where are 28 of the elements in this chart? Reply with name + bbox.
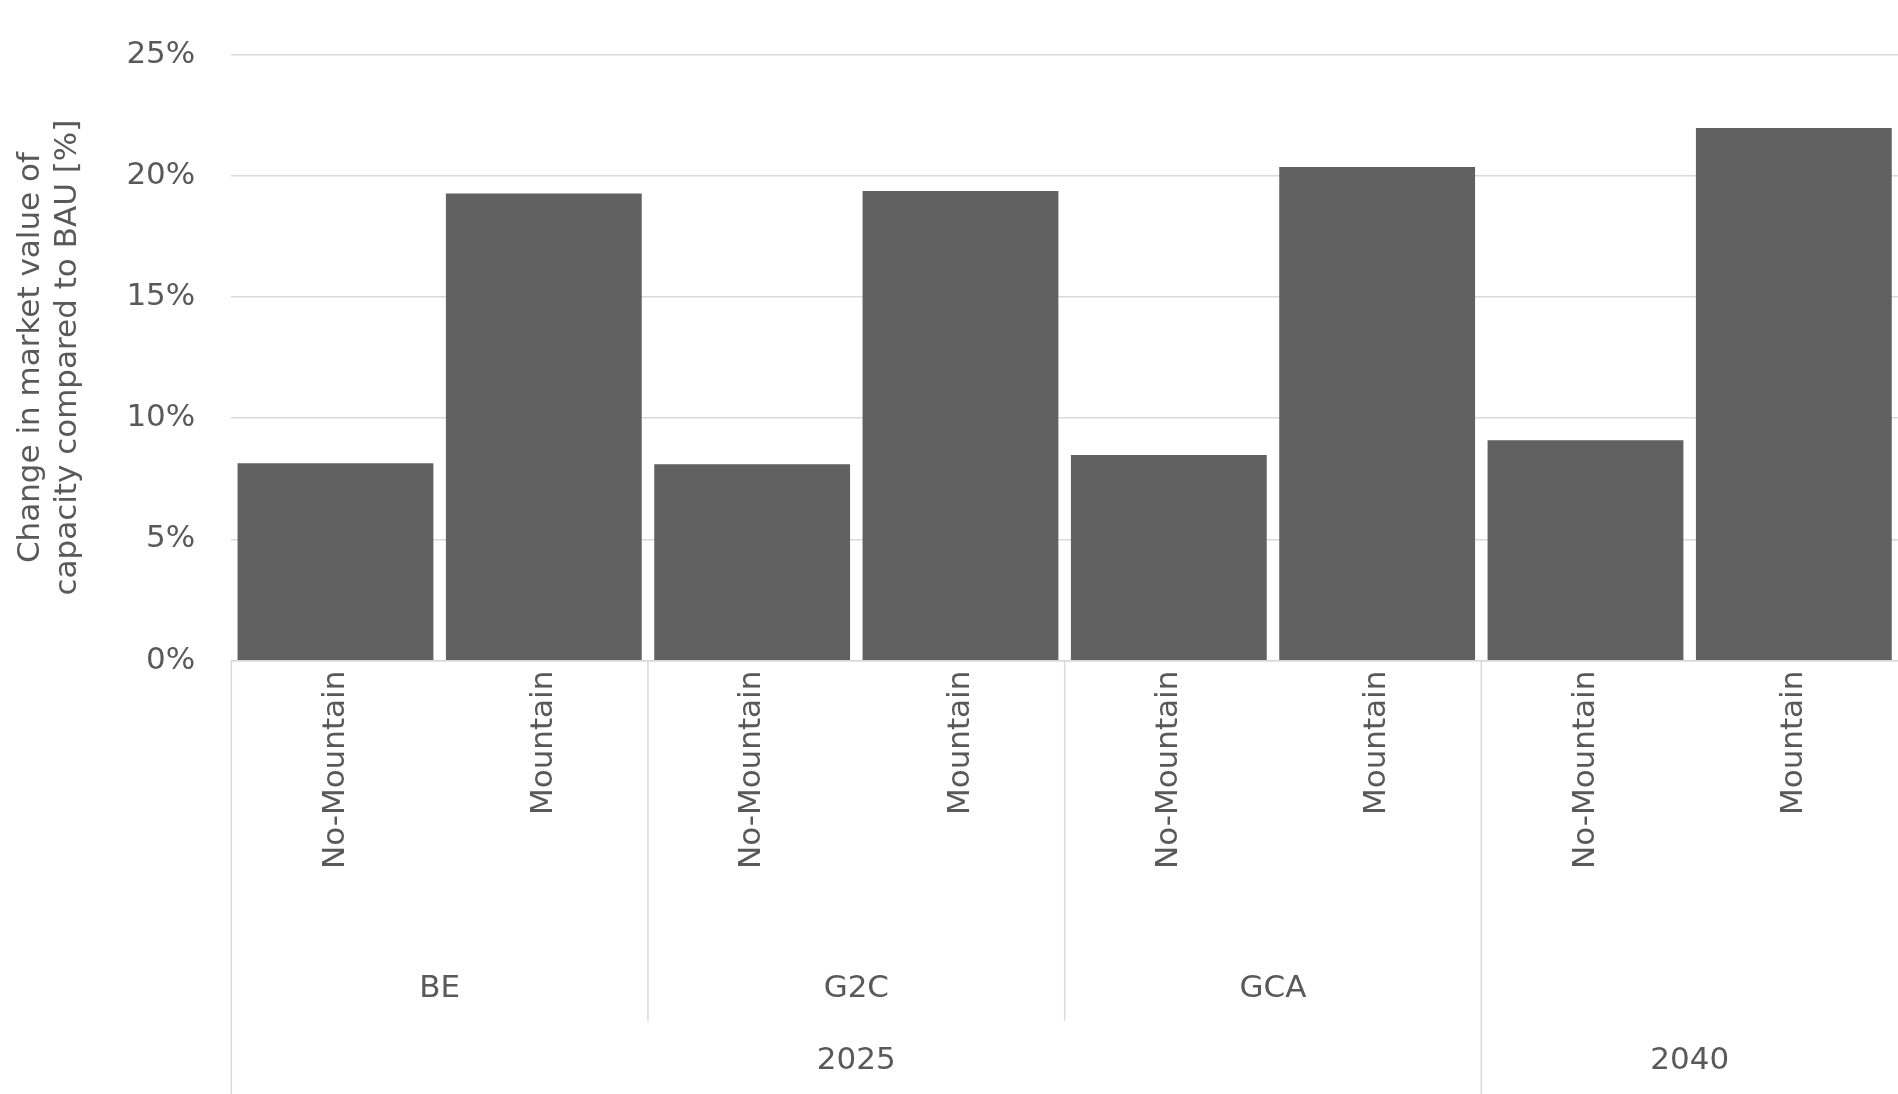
x-tick-label: Mountain [522,670,559,816]
bar [654,464,851,660]
text: 2040 [1650,1039,1730,1076]
x-tick-label: Mountain [939,670,976,816]
bar [862,191,1059,660]
x-tick-label: Mountain [1772,670,1809,816]
y-tick-label: 5% [146,518,196,555]
text: G2C [823,967,890,1004]
y-tick-label: 0% [146,639,196,676]
text: GCA [1239,967,1307,1004]
text: 2025 [816,1039,896,1076]
bar [1070,455,1267,660]
y-tick-label: 10% [126,397,196,434]
x-tick-label: No-Mountain [1147,670,1184,870]
x-tick-label: No-Mountain [1564,670,1601,870]
y-axis-title: Change in market value of capacity compared to BAU [%] [9,119,83,596]
y-tick-label: 20% [126,154,196,191]
y-tick-label: 15% [126,276,196,313]
bar [1695,128,1892,660]
x-tick-label: Mountain [1356,670,1393,816]
bar [1487,440,1684,660]
text: BE [419,967,461,1004]
x-tick-label: No-Mountain [731,670,768,870]
y-tick-label: 25% [126,33,196,70]
bar [1279,167,1476,660]
bar [445,193,642,660]
x-tick-label: No-Mountain [314,670,351,870]
bar [237,463,434,660]
